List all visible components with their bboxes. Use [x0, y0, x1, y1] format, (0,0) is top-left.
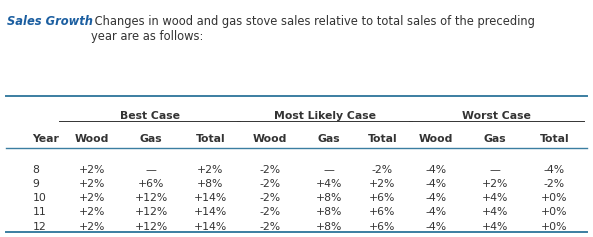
Text: -4%: -4%: [425, 179, 447, 189]
Text: +2%: +2%: [197, 165, 224, 175]
Text: 11: 11: [33, 207, 46, 217]
Text: +12%: +12%: [135, 222, 168, 232]
Text: +2%: +2%: [79, 193, 105, 203]
Text: Changes in wood and gas stove sales relative to total sales of the preceding
yea: Changes in wood and gas stove sales rela…: [91, 15, 535, 43]
Text: +0%: +0%: [541, 222, 568, 232]
Text: +8%: +8%: [316, 207, 342, 217]
Text: -2%: -2%: [372, 165, 393, 175]
Text: +2%: +2%: [369, 179, 396, 189]
Text: -2%: -2%: [259, 179, 280, 189]
Text: Wood: Wood: [75, 134, 109, 144]
Text: Total: Total: [540, 134, 569, 144]
Text: Sales Growth: Sales Growth: [7, 15, 93, 28]
Text: Gas: Gas: [318, 134, 340, 144]
Text: +2%: +2%: [79, 165, 105, 175]
Text: -4%: -4%: [425, 207, 447, 217]
Text: +4%: +4%: [316, 179, 342, 189]
Text: +8%: +8%: [316, 193, 342, 203]
Text: -2%: -2%: [259, 193, 280, 203]
Text: -2%: -2%: [259, 165, 280, 175]
Text: —: —: [324, 165, 334, 175]
Text: +0%: +0%: [541, 193, 568, 203]
Text: Year: Year: [33, 134, 59, 144]
Text: 9: 9: [33, 179, 40, 189]
Text: +4%: +4%: [482, 207, 508, 217]
Text: +2%: +2%: [79, 179, 105, 189]
Text: Best Case: Best Case: [120, 111, 180, 121]
Text: Gas: Gas: [140, 134, 162, 144]
Text: +6%: +6%: [369, 207, 396, 217]
Text: +14%: +14%: [194, 222, 227, 232]
Text: +8%: +8%: [197, 179, 224, 189]
Text: -2%: -2%: [259, 222, 280, 232]
Text: -2%: -2%: [259, 207, 280, 217]
Text: 8: 8: [33, 165, 40, 175]
Text: +4%: +4%: [482, 193, 508, 203]
Text: +12%: +12%: [135, 193, 168, 203]
Text: +2%: +2%: [482, 179, 508, 189]
Text: +6%: +6%: [138, 179, 164, 189]
Text: Total: Total: [196, 134, 225, 144]
Text: —: —: [146, 165, 157, 175]
Text: Wood: Wood: [419, 134, 453, 144]
Text: +14%: +14%: [194, 207, 227, 217]
Text: +6%: +6%: [369, 222, 396, 232]
Text: +12%: +12%: [135, 207, 168, 217]
Text: -4%: -4%: [544, 165, 565, 175]
Text: +0%: +0%: [541, 207, 568, 217]
Text: -2%: -2%: [544, 179, 565, 189]
Text: +2%: +2%: [79, 222, 105, 232]
Text: Wood: Wood: [253, 134, 287, 144]
Text: -4%: -4%: [425, 222, 447, 232]
Text: 10: 10: [33, 193, 46, 203]
Text: +2%: +2%: [79, 207, 105, 217]
Text: 12: 12: [33, 222, 46, 232]
Text: +8%: +8%: [316, 222, 342, 232]
Text: +4%: +4%: [482, 222, 508, 232]
Text: +14%: +14%: [194, 193, 227, 203]
Text: Total: Total: [368, 134, 397, 144]
Text: -4%: -4%: [425, 165, 447, 175]
Text: +6%: +6%: [369, 193, 396, 203]
Text: Gas: Gas: [484, 134, 506, 144]
Text: Most Likely Case: Most Likely Case: [273, 111, 376, 121]
Text: —: —: [490, 165, 500, 175]
Text: Worst Case: Worst Case: [462, 111, 531, 121]
Text: -4%: -4%: [425, 193, 447, 203]
